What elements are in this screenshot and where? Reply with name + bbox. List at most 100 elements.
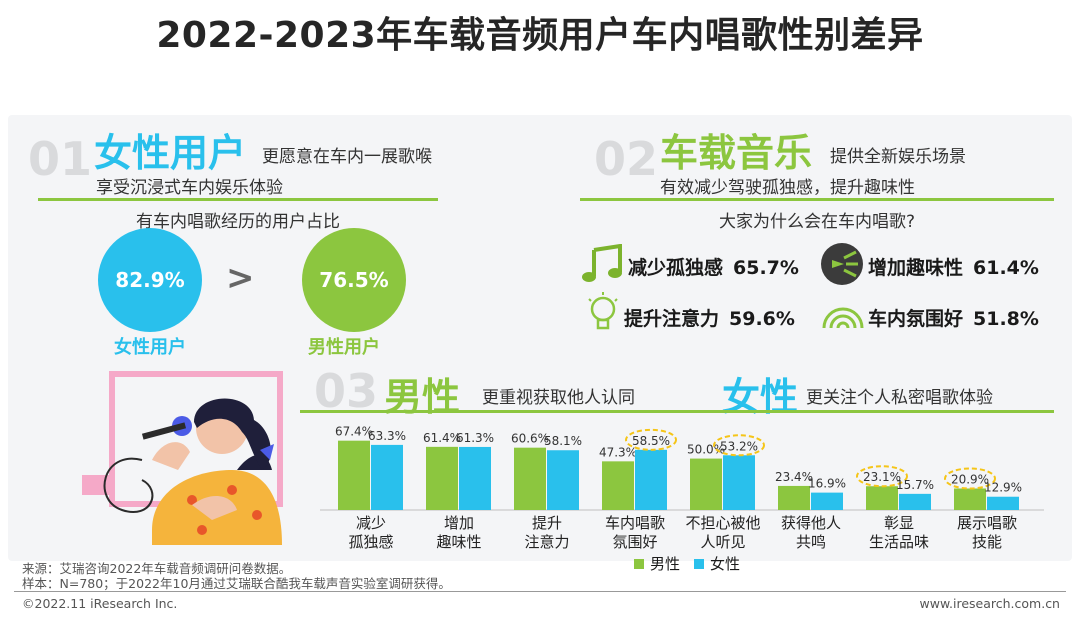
section3-subtitle-male: 更重视获取他人认同 [482,388,635,408]
data-label-female-2: 61.3% [456,431,494,445]
data-label-female-5: 53.2% [720,439,758,453]
legend-label-male: 男性 [650,555,681,573]
section-number-03: 03 [314,364,379,418]
section2-heading: 车载音乐 [660,131,813,175]
footer-divider [14,591,1066,592]
reason-3-value: 59.6% [729,308,795,330]
category-label-7-1: 彰显 [884,514,914,532]
gender-reason-bar-chart: 67.4%63.3% 减少孤独感 61.4%61.3% 增加趣味性 60.6%58.1%… [320,425,1044,551]
section1-subtitle: 更愿意在车内一展歌喉 [262,147,432,167]
bar-male-2 [426,446,458,510]
reason-2-label: 增加趣味性 [868,257,964,279]
music-note-icon [582,244,622,282]
section3-subtitle-female: 更关注个人私密唱歌体验 [806,388,993,408]
category-label-6-1: 获得他人 [781,514,841,532]
bar-female-5 [723,455,755,510]
bar-female-6 [811,492,843,510]
website: www.iresearch.com.cn [919,596,1061,611]
bar-male-5 [690,458,722,510]
reason-1-label: 减少孤独感 [628,257,724,279]
bar-male-3 [514,447,546,510]
male-user-label: 男性用户 [308,337,380,358]
data-label-male-4: 47.3% [599,445,637,459]
category-label-8-2: 技能 [972,533,1002,551]
copyright: ©2022.11 iResearch Inc. [22,596,178,611]
reason-2-value: 61.4% [973,257,1039,279]
category-label-5-2: 人听见 [700,533,745,551]
section3-underline [300,410,1054,413]
bar-female-1 [371,444,403,510]
category-label-7-2: 生活品味 [869,533,929,551]
data-label-male-2: 61.4% [423,431,461,445]
bar-male-6 [778,485,810,510]
bar-female-3 [547,450,579,510]
data-label-female-4: 58.5% [632,434,670,448]
reason-2: 增加趣味性 61.4% [868,253,1039,280]
category-label-3-1: 提升 [532,514,562,532]
category-label-3-2: 注意力 [524,533,569,551]
section-number-02: 02 [594,132,659,186]
bar-male-8 [954,488,986,510]
bar-male-1 [338,440,370,510]
category-label-5-1: 不担心被他 [685,514,760,532]
bar-female-4 [635,449,667,510]
category-label-2-2: 趣味性 [436,533,481,551]
section2-underline [580,198,1054,201]
highlight-ring-male-7 [856,465,908,488]
reason-4: 车内氛围好 51.8% [868,304,1039,331]
legend-swatch-female [694,558,705,569]
fun-icon [821,243,863,285]
section2-subtitle: 提供全新娱乐场景 [830,147,966,167]
highlight-ring-male-8 [944,467,996,490]
data-label-male-8: 20.9% [951,473,989,487]
bar-female-7 [899,493,931,510]
data-label-male-7: 23.1% [863,470,901,484]
chart-legend: 男性 女性 [634,553,740,574]
section1-underline [38,198,438,201]
data-label-female-3: 58.1% [544,434,582,448]
data-label-female-6: 16.9% [808,477,846,491]
section2-subtitle2: 有效减少驾驶孤独感，提升趣味性 [660,178,915,198]
section-number-01: 01 [28,132,93,186]
legend-swatch-male [634,558,644,569]
page-title: 2022-2023年车载音频用户车内唱歌性别差异 [156,15,924,56]
greater-than-sign: > [226,258,255,298]
highlight-ring-female-5 [713,434,765,457]
category-label-1-1: 减少 [356,514,386,532]
section1-caption: 有车内唱歌经历的用户占比 [136,212,340,232]
bar-female-8 [987,496,1019,510]
source-note: 来源：艾瑞咨询2022年车载音频调研问卷数据。 [22,561,292,576]
data-label-male-6: 23.4% [775,470,813,484]
category-label-2-1: 增加 [444,514,474,532]
data-label-female-7: 15.7% [896,478,934,492]
category-label-1-2: 孤独感 [348,533,393,551]
category-label-4-1: 车内唱歌 [605,514,665,532]
reason-4-label: 车内氛围好 [868,308,964,330]
male-share-circle: 76.5% [302,228,406,332]
category-label-4-2: 氛围好 [612,533,657,551]
sample-note: 样本：N=780；于2022年10月通过艾瑞联合酷我车载声音实验室调研获得。 [22,576,451,591]
category-label-6-2: 共鸣 [796,533,826,551]
bar-male-4 [602,461,634,510]
singing-woman-illustration [82,371,283,545]
data-label-male-5: 50.0% [687,443,725,457]
signal-icon [822,307,864,329]
data-label-male-3: 60.6% [511,432,549,446]
data-label-male-1: 67.4% [335,425,373,439]
category-label-8-1: 展示唱歌 [957,514,1017,532]
male-share-value: 76.5% [319,268,389,292]
highlight-ring-female-4 [625,428,677,451]
female-user-label: 女性用户 [114,337,186,358]
legend-label-female: 女性 [710,555,741,573]
section1-subtitle2: 享受沉浸式车内娱乐体验 [96,178,283,198]
reason-3-label: 提升注意力 [624,308,720,330]
reason-4-value: 51.8% [973,308,1039,330]
female-share-value: 82.9% [115,268,185,292]
reason-3: 提升注意力 59.6% [624,304,795,331]
reason-1-value: 65.7% [733,257,799,279]
bar-male-7 [866,486,898,510]
data-label-female-1: 63.3% [368,429,406,443]
reason-1: 减少孤独感 65.7% [628,253,799,280]
section1-heading: 女性用户 [94,131,247,175]
section2-question: 大家为什么会在车内唱歌? [718,212,916,232]
